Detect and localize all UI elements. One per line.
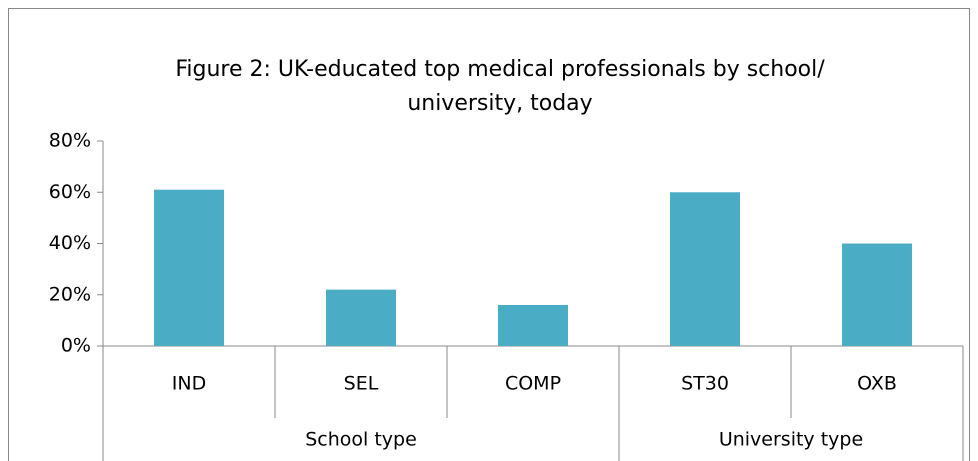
bar — [498, 305, 568, 346]
y-tick-label: 80% — [49, 130, 91, 152]
y-tick-label: 40% — [49, 232, 91, 254]
group-label: University type — [719, 429, 863, 451]
x-tick-label: IND — [172, 373, 206, 395]
bar — [326, 289, 396, 346]
chart-title: Figure 2: UK-educated top medical profes… — [175, 57, 825, 82]
y-tick-label: 0% — [61, 335, 91, 357]
group-label: School type — [305, 429, 417, 451]
bar — [670, 192, 740, 346]
chart-title: university, today — [407, 91, 592, 116]
x-tick-label: OXB — [857, 373, 897, 395]
x-tick-label: ST30 — [681, 373, 729, 395]
x-tick-label: COMP — [505, 373, 561, 395]
bar — [842, 243, 912, 346]
y-tick-label: 60% — [49, 181, 91, 203]
x-tick-label: SEL — [344, 373, 379, 395]
bar — [154, 189, 224, 346]
y-tick-label: 20% — [49, 283, 91, 305]
